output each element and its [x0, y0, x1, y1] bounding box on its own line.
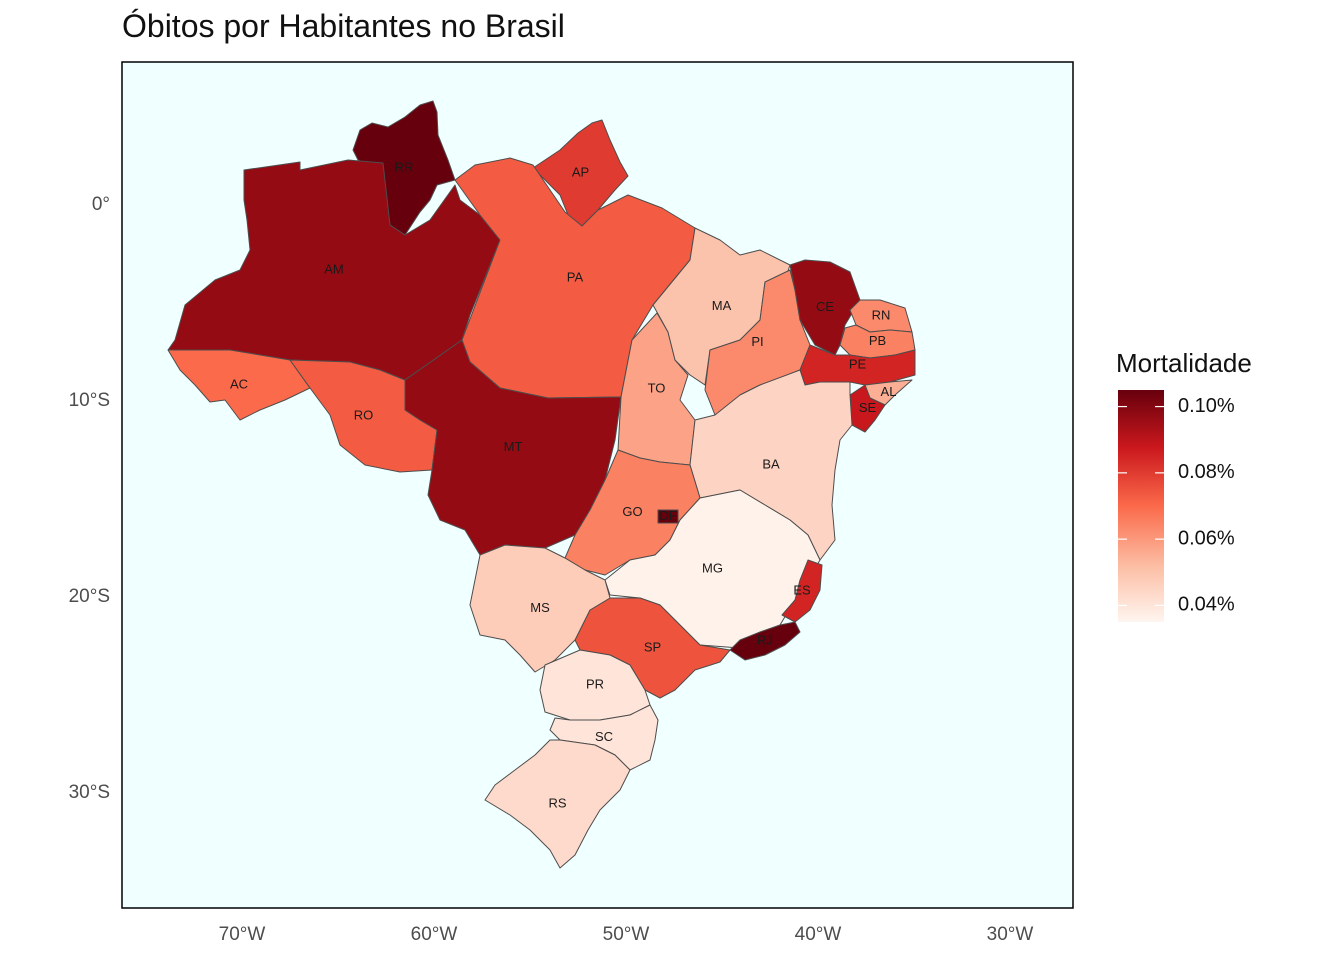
state-label-to: TO — [648, 380, 666, 395]
x-tick-label: 60°W — [411, 924, 458, 945]
y-tick-label: 30°S — [69, 782, 110, 803]
state-label-mt: MT — [504, 439, 523, 454]
state-label-ma: MA — [712, 298, 732, 313]
state-label-rs: RS — [548, 795, 566, 810]
state-label-mg: MG — [702, 560, 723, 575]
state-rs[interactable] — [484, 739, 631, 869]
state-label-pa: PA — [567, 269, 584, 284]
legend-tick-label: 0.10% — [1178, 395, 1235, 417]
state-label-go: GO — [622, 504, 642, 519]
state-label-ba: BA — [762, 456, 780, 471]
legend-tick-label: 0.06% — [1178, 527, 1235, 549]
legend-ticks: 0.10% 0.08% 0.06% 0.04% — [1118, 395, 1235, 616]
legend-colorbar — [1118, 390, 1164, 622]
legend-title: Mortalidade — [1116, 348, 1252, 378]
state-label-ms: MS — [530, 600, 550, 615]
x-tick-label: 40°W — [795, 924, 842, 945]
state-label-df: DF — [659, 508, 676, 523]
state-label-ro: RO — [354, 407, 374, 422]
state-label-se: SE — [859, 400, 877, 415]
state-label-sc: SC — [595, 729, 613, 744]
state-label-pe: PE — [849, 356, 867, 371]
y-tick-label: 10°S — [69, 390, 110, 411]
state-label-rn: RN — [872, 307, 891, 322]
state-label-pb: PB — [869, 333, 886, 348]
state-ms[interactable] — [469, 544, 611, 673]
x-tick-label: 70°W — [219, 924, 266, 945]
legend-tick-label: 0.04% — [1178, 594, 1235, 616]
chart-title: Óbitos por Habitantes no Brasil — [122, 8, 565, 44]
state-label-rr: RR — [395, 159, 414, 174]
state-label-pr: PR — [586, 676, 604, 691]
state-label-pi: PI — [751, 334, 763, 349]
state-label-sp: SP — [644, 639, 661, 654]
state-label-rj: RJ — [757, 632, 773, 647]
state-se[interactable] — [849, 384, 886, 433]
x-axis-labels: 70°W 60°W 50°W 40°W 30°W — [219, 924, 1034, 945]
y-tick-label: 20°S — [69, 586, 110, 607]
legend: 0.10% 0.08% 0.06% 0.04% — [1118, 390, 1235, 622]
state-label-am: AM — [324, 261, 344, 276]
state-ac[interactable] — [167, 349, 311, 421]
state-label-ap: AP — [572, 164, 589, 179]
state-rj[interactable] — [729, 621, 801, 661]
state-label-al: AL — [881, 384, 897, 399]
y-axis-labels: 0° 10°S 20°S 30°S — [69, 194, 110, 803]
state-label-ac: AC — [230, 376, 248, 391]
x-tick-label: 50°W — [603, 924, 650, 945]
state-label-es: ES — [793, 582, 811, 597]
state-label-ce: CE — [816, 299, 834, 314]
states-layer — [167, 100, 916, 869]
legend-tick-label: 0.08% — [1178, 461, 1235, 483]
y-tick-label: 0° — [92, 194, 110, 215]
x-tick-label: 30°W — [987, 924, 1034, 945]
state-mg[interactable] — [604, 489, 821, 649]
